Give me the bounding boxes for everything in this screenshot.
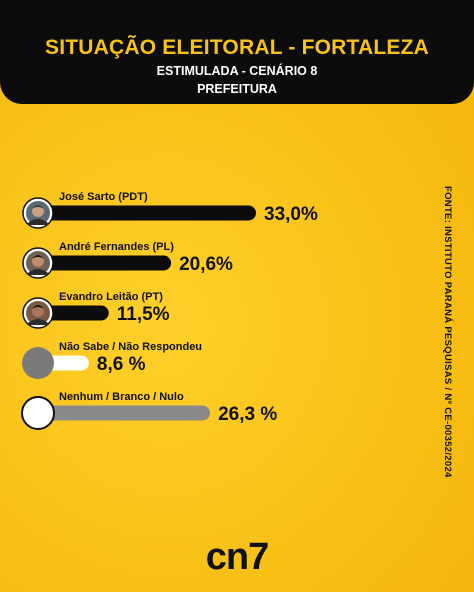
value-label-3: 8,6 % [97,354,146,375]
header-banner: SITUAÇÃO ELEITORAL - FORTALEZA ESTIMULAD… [0,0,474,104]
category-label-0: José Sarto (PDT) [59,191,148,203]
chart-title: SITUAÇÃO ELEITORAL - FORTALEZA [45,36,429,59]
source-note: FONTE: INSTITUTO PARANÁ PESQUISAS / Nº C… [442,186,453,478]
avatar-face-0 [32,205,44,217]
bar-1 [30,255,172,271]
avatar-hair-0 [32,205,44,209]
value-label-4: 26,3 % [218,404,277,425]
value-label-0: 33,0% [264,204,318,225]
bar-4 [30,405,211,421]
value-label-1: 20,6% [179,254,233,275]
avatar-hair-1 [32,255,44,259]
bar-0 [30,205,256,221]
avatar-face-1 [32,255,44,267]
avatar-body-2 [28,319,48,325]
category-label-2: Evandro Leitão (PT) [59,291,163,303]
category-label-1: André Fernandes (PL) [59,241,174,253]
category-label-4: Nenhum / Branco / Nulo [59,391,184,403]
avatar-body-0 [28,219,48,225]
cn7-logo: cn7 [205,536,269,578]
avatar-face-2 [32,305,44,317]
category-label-3: Não Sabe / Não Respondeu [59,341,202,353]
avatar-hair-2 [32,305,44,309]
avatar-body-1 [28,269,48,275]
avatar-white-4 [21,396,55,430]
avatar-gray-3 [22,347,54,379]
chart-subtitle-office: PREFEITURA [197,82,277,96]
chart-subtitle: ESTIMULADA - CENÁRIO 8 [156,64,318,78]
value-label-2: 11,5% [117,304,170,325]
